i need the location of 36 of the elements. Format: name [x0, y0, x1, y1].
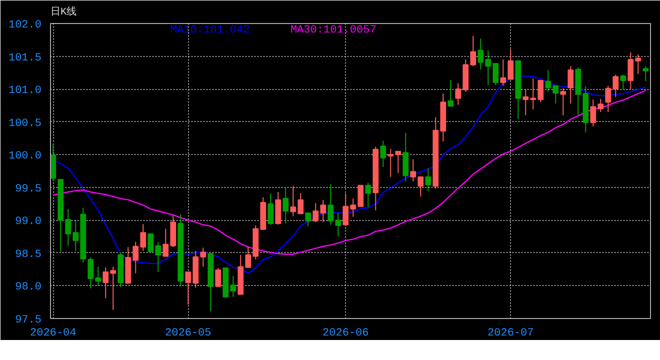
candlestick	[215, 268, 222, 287]
line-series	[52, 90, 646, 255]
candlestick	[388, 148, 394, 178]
candlestick	[282, 188, 289, 224]
candlestick	[568, 66, 574, 104]
y-tick-label: 98.5	[15, 248, 42, 261]
y-tick-label: 100.5	[8, 118, 42, 130]
candlestick	[448, 79, 454, 107]
x-tick-label: 2026-07	[488, 328, 534, 340]
candlestick	[395, 150, 402, 174]
y-tick-label: 97.5	[15, 314, 42, 326]
candlestick	[418, 176, 424, 198]
candlestick	[305, 212, 312, 227]
y-tick-label: 101.5	[8, 52, 42, 64]
candlestick	[620, 74, 626, 90]
y-tick-label: 98.0	[15, 282, 42, 294]
y-tick-label: 102.0	[8, 20, 42, 32]
candlestick	[642, 66, 649, 82]
candlestick	[410, 158, 416, 182]
y-tick-label: 99.0	[15, 216, 42, 228]
x-tick-label: 2026-05	[165, 328, 212, 340]
candlestick	[275, 191, 282, 226]
candlestick	[402, 132, 409, 182]
text: MA30:101.0057	[290, 24, 376, 36]
y-tick-label: 101.0	[8, 85, 42, 98]
y-tick-label: 99.5	[15, 183, 42, 196]
candlestick	[365, 182, 372, 208]
x-tick-label: 2026-06	[322, 328, 369, 340]
candlestick	[425, 168, 432, 192]
candlestick	[380, 140, 386, 168]
y-tick-label: 100.0	[8, 150, 42, 163]
text: MA10:101.042	[170, 24, 250, 36]
chart-title: 日K线	[50, 6, 77, 18]
candlestick	[560, 88, 566, 116]
candlestick	[268, 192, 274, 226]
x-tick-label: 2026-04	[30, 328, 77, 340]
